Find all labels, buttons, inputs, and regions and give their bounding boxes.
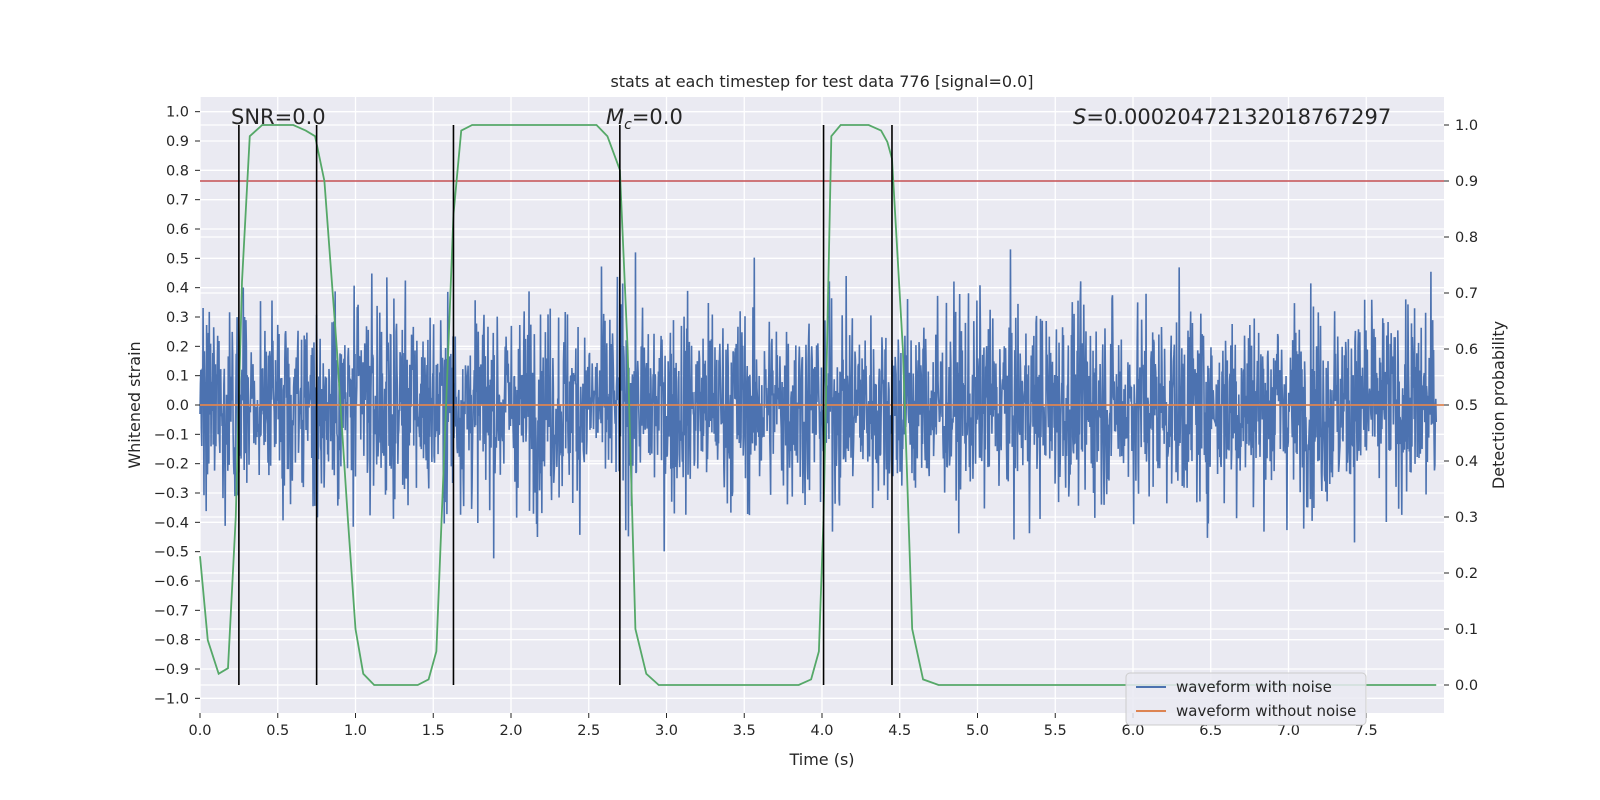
x-tick-label: 6.0	[1121, 723, 1144, 739]
y-tick-label: −0.3	[154, 486, 189, 502]
y-tick-label: −1.0	[154, 691, 189, 707]
y-tick-label: −0.6	[154, 574, 189, 590]
legend-label-clean: waveform without noise	[1176, 702, 1356, 720]
x-tick-label: 1.0	[344, 723, 367, 739]
s-symbol: S	[1073, 105, 1086, 129]
y2-tick-label: 0.2	[1455, 566, 1478, 582]
x-axis-label: Time (s)	[788, 750, 854, 769]
s-value: =0.00020472132018767297	[1086, 105, 1391, 129]
x-tick-label: 2.5	[577, 723, 600, 739]
x-tick-label: 5.0	[966, 723, 989, 739]
x-tick-label: 7.0	[1277, 723, 1300, 739]
x-tick-label: 6.5	[1199, 723, 1222, 739]
x-tick-label: 7.5	[1355, 723, 1378, 739]
x-tick-label: 1.5	[422, 723, 445, 739]
y-tick-label: 0.7	[166, 193, 189, 209]
mc-symbol: M	[606, 105, 624, 129]
y-tick-label: 0.4	[166, 281, 189, 297]
snr-annotation: SNR=0.0	[231, 105, 326, 129]
legend-label-noise: waveform with noise	[1176, 678, 1332, 696]
y-tick-label: 0.9	[166, 134, 189, 150]
noise-waveform-series	[199, 249, 1438, 559]
y-tick-label: −0.2	[154, 457, 189, 473]
axes: 0.0 0.5 1.0 1.5 2.0 2.5 3.0 3.5 4.0 4.5 5.0 5.5 6.0 6…	[154, 105, 1478, 739]
y-tick-label: 0.0	[166, 398, 189, 414]
y-axis-label: Whitened strain	[125, 341, 144, 468]
y-tick-label: 0.8	[166, 163, 189, 179]
x-tick-label: 3.0	[655, 723, 678, 739]
y-tick-label: −0.5	[154, 545, 189, 561]
vertical-markers	[238, 125, 893, 685]
mc-subscript: c	[624, 117, 632, 133]
noise-waveform-line	[199, 249, 1438, 559]
x-tick-label: 0.5	[266, 723, 289, 739]
chirp-mass-annotation: Mc=0.0	[606, 105, 683, 133]
mc-value: =0.0	[632, 105, 683, 129]
x-tick-label: 0.0	[188, 723, 211, 739]
y-tick-label: 0.2	[166, 339, 189, 355]
y2-tick-label: 0.1	[1455, 622, 1478, 638]
y2-tick-label: 0.4	[1455, 454, 1478, 470]
y-tick-label: −0.4	[154, 515, 189, 531]
y2-tick-label: 0.6	[1455, 342, 1478, 358]
x-tick-label: 4.5	[888, 723, 911, 739]
y2-tick-label: 0.0	[1455, 678, 1478, 694]
x-tick-label: 5.5	[1044, 723, 1067, 739]
y2-tick-label: 1.0	[1455, 118, 1478, 134]
y-tick-label: −0.9	[154, 662, 189, 678]
y-tick-label: −0.7	[154, 603, 189, 619]
chart-title: stats at each timestep for test data 776…	[610, 72, 1033, 91]
x-tick-label: 3.5	[733, 723, 756, 739]
x-tick-label: 4.0	[810, 723, 833, 739]
y2-tick-label: 0.7	[1455, 286, 1478, 302]
y2-tick-label: 0.8	[1455, 230, 1478, 246]
y-tick-label: 0.6	[166, 222, 189, 238]
legend-box	[1125, 672, 1367, 726]
y2-tick-label: 0.9	[1455, 174, 1478, 190]
y2-tick-label: 0.5	[1455, 398, 1478, 414]
probability-line	[199, 124, 1437, 686]
y-tick-label: 0.1	[166, 369, 189, 385]
probability-series	[199, 124, 1437, 686]
score-annotation: S=0.00020472132018767297	[1073, 105, 1391, 129]
y-tick-label: −0.1	[154, 427, 189, 443]
y-tick-label: 0.3	[166, 310, 189, 326]
y-tick-label: 0.5	[166, 251, 189, 267]
y2-tick-label: 0.3	[1455, 510, 1478, 526]
x-tick-label: 2.0	[499, 723, 522, 739]
legend: waveform with noise waveform without noi…	[1125, 672, 1367, 726]
y-tick-label: 1.0	[166, 105, 189, 121]
y-tick-label: −0.8	[154, 633, 189, 649]
y2-axis-label: Detection probability	[1489, 321, 1508, 489]
